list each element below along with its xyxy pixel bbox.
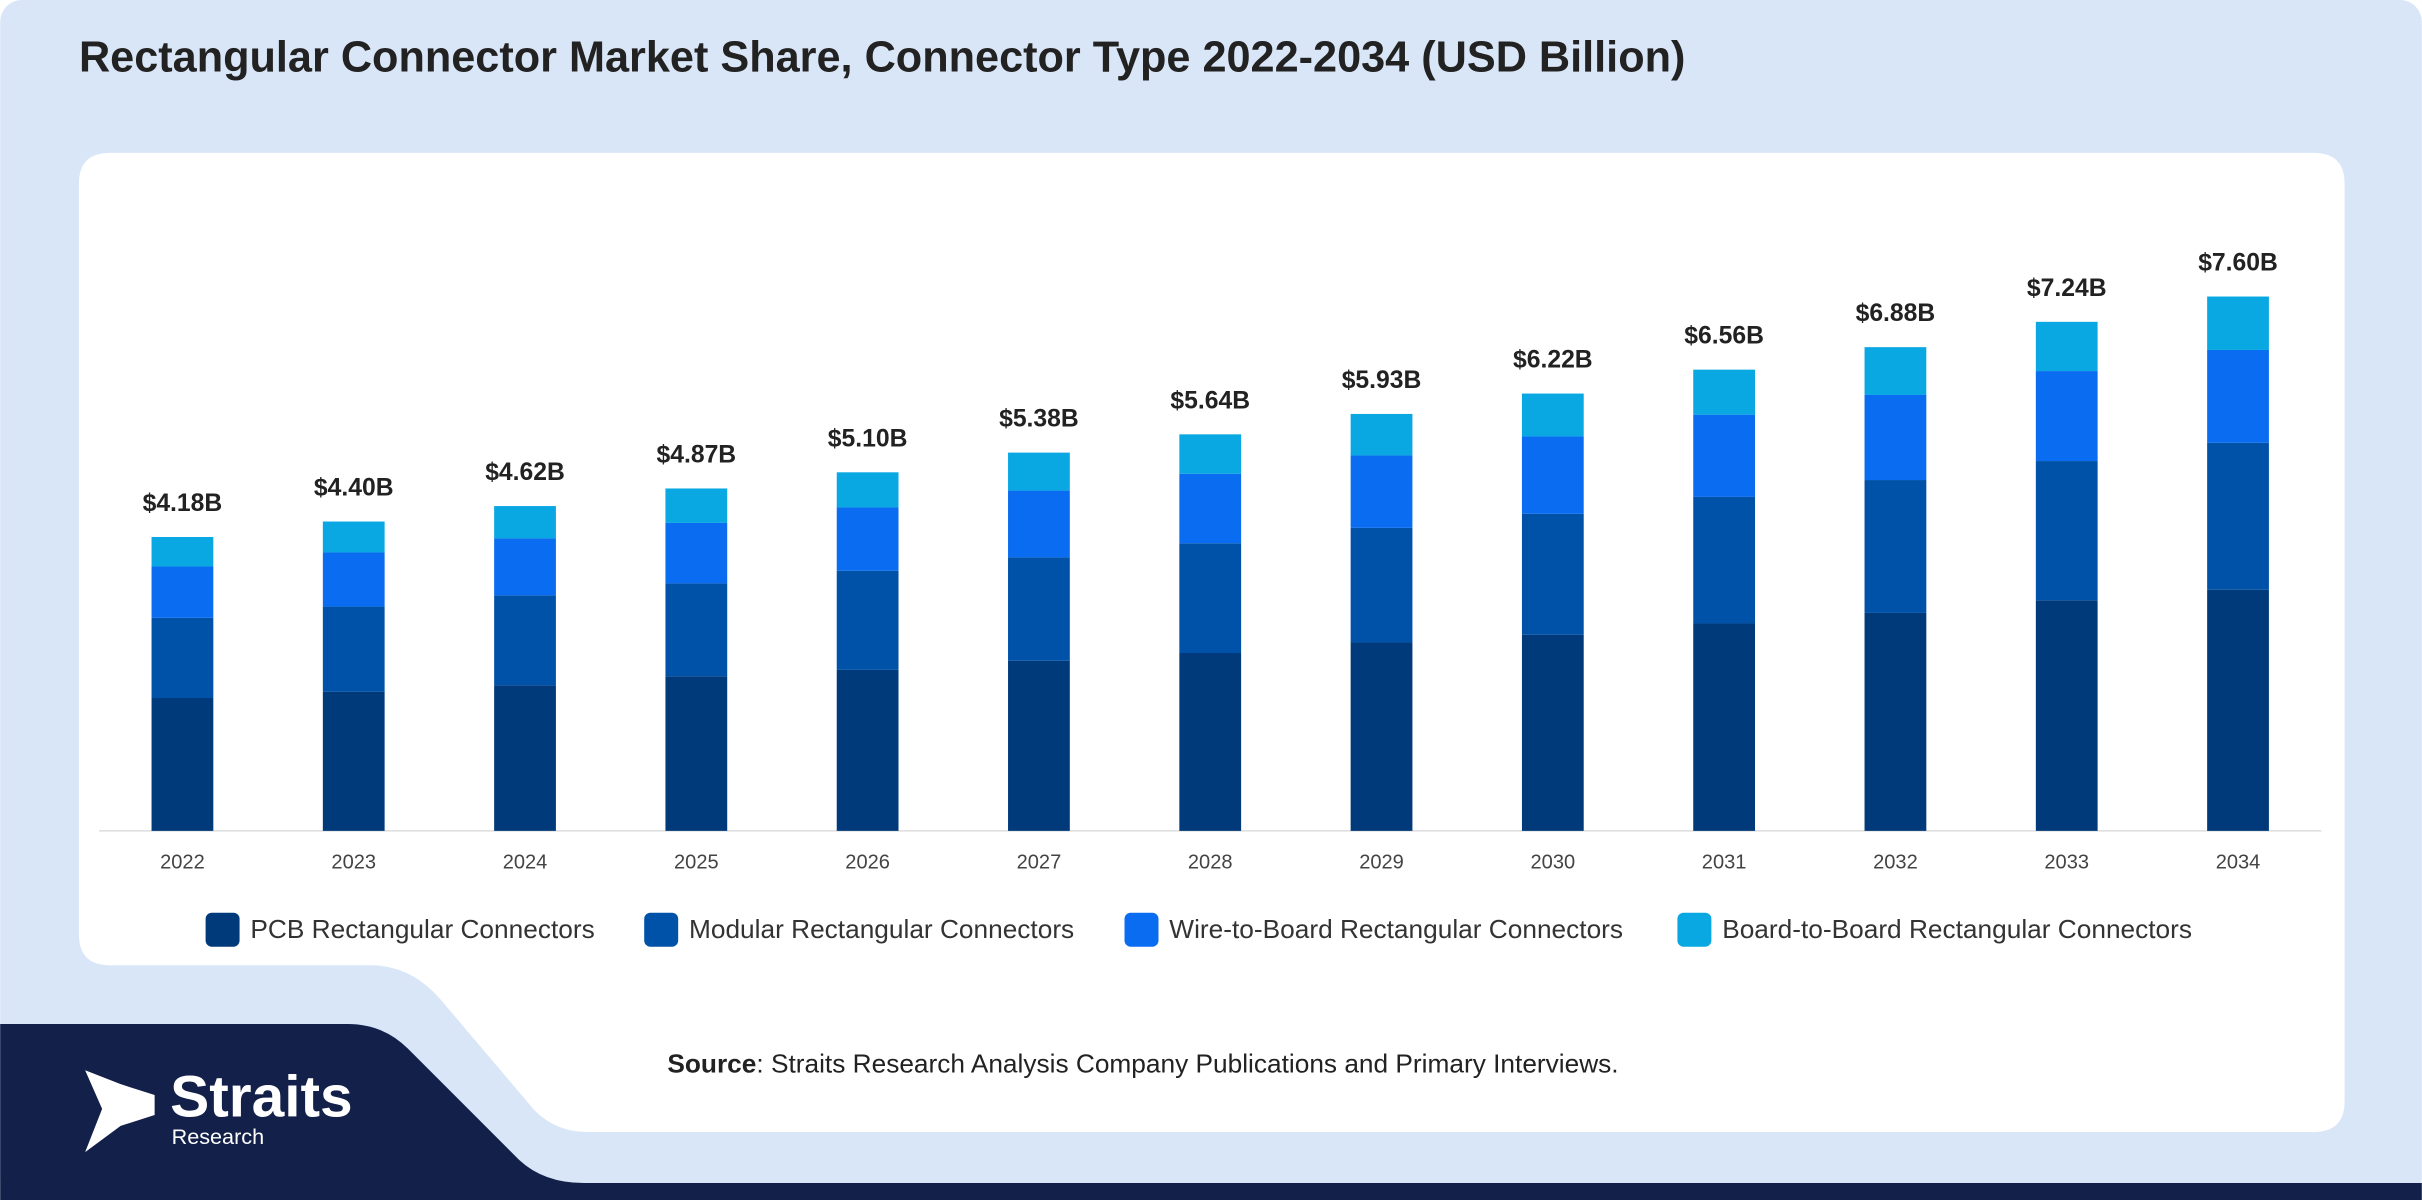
bar-segment bbox=[1864, 480, 1927, 613]
bar-segment bbox=[1350, 455, 1413, 528]
brand-icon bbox=[85, 1070, 155, 1153]
bar-segment bbox=[1179, 653, 1242, 831]
x-tick-label: 2023 bbox=[331, 852, 376, 874]
bar-segment bbox=[1179, 434, 1242, 474]
bar-segment bbox=[322, 521, 385, 553]
legend-swatch bbox=[205, 912, 240, 947]
bar-segment bbox=[836, 507, 899, 571]
bar-segment bbox=[322, 552, 385, 607]
bar-segment bbox=[494, 538, 556, 596]
x-tick-label: 2024 bbox=[503, 852, 548, 874]
bar-segment bbox=[2207, 296, 2269, 350]
bar-segment bbox=[1864, 612, 1927, 831]
legend-label: PCB Rectangular Connectors bbox=[250, 914, 594, 944]
brand-name: Straits bbox=[170, 1065, 353, 1130]
bar-segment bbox=[1350, 642, 1413, 831]
bar-segment bbox=[836, 669, 899, 831]
total-label: $5.64B bbox=[1170, 387, 1250, 414]
total-label: $5.38B bbox=[999, 406, 1079, 433]
bar-segment bbox=[151, 698, 214, 831]
x-tick-label: 2032 bbox=[1873, 852, 1918, 874]
bar-segment bbox=[494, 595, 556, 686]
source: Source: Straits Research Analysis Compan… bbox=[667, 1049, 1618, 1079]
bar-segment bbox=[665, 676, 728, 831]
bar-segment bbox=[665, 583, 728, 677]
legend-swatch bbox=[1677, 912, 1712, 947]
bar-segment bbox=[2207, 589, 2269, 831]
bar-segment bbox=[494, 685, 556, 831]
x-tick-label: 2026 bbox=[845, 852, 890, 874]
legend-swatch bbox=[1124, 912, 1159, 947]
total-label: $4.62B bbox=[485, 459, 565, 486]
bar-segment bbox=[2035, 600, 2098, 831]
source-label: Source bbox=[667, 1049, 756, 1079]
chart-title: Rectangular Connector Market Share, Conn… bbox=[79, 34, 1685, 82]
bar-segment bbox=[836, 570, 899, 670]
total-label: $6.56B bbox=[1684, 323, 1764, 350]
bar-segment bbox=[1521, 634, 1584, 831]
bar-segment bbox=[2035, 321, 2098, 372]
x-tick-label: 2034 bbox=[2216, 852, 2261, 874]
brand-sub: Research bbox=[172, 1124, 264, 1149]
x-tick-label: 2029 bbox=[1359, 852, 1404, 874]
x-tick-label: 2027 bbox=[1017, 852, 1062, 874]
source-text: : Straits Research Analysis Company Publ… bbox=[756, 1049, 1618, 1079]
legend-label: Modular Rectangular Connectors bbox=[689, 914, 1074, 944]
bar-segment bbox=[1008, 557, 1070, 661]
bar-segment bbox=[1521, 436, 1584, 514]
bar-segment bbox=[2035, 461, 2098, 601]
x-tick-label: 2022 bbox=[160, 852, 205, 874]
bar-segment bbox=[322, 691, 385, 831]
x-tick-label: 2028 bbox=[1188, 852, 1233, 874]
bar-segment bbox=[1008, 490, 1070, 558]
legend-label: Board-to-Board Rectangular Connectors bbox=[1722, 914, 2192, 944]
total-label: $5.93B bbox=[1342, 367, 1422, 394]
bar-segment bbox=[1693, 414, 1756, 497]
bar-segment bbox=[2207, 349, 2269, 443]
bar-segment bbox=[1864, 394, 1927, 481]
bar-segment bbox=[1693, 623, 1756, 831]
legend-label: Wire-to-Board Rectangular Connectors bbox=[1169, 914, 1623, 944]
total-label: $6.22B bbox=[1513, 347, 1593, 374]
x-tick-label: 2033 bbox=[2044, 852, 2089, 874]
bar-segment bbox=[1350, 413, 1413, 456]
total-label: $4.40B bbox=[314, 475, 394, 502]
bar-segment bbox=[1693, 369, 1756, 415]
total-label: $7.60B bbox=[2198, 250, 2278, 277]
bar-segment bbox=[1864, 347, 1927, 395]
total-label: $7.24B bbox=[2027, 275, 2107, 302]
bar-segment bbox=[665, 488, 728, 523]
bar-segment bbox=[1350, 527, 1413, 643]
bar-segment bbox=[1008, 660, 1070, 831]
bar-segment bbox=[151, 536, 214, 567]
x-tick-label: 2025 bbox=[674, 852, 719, 874]
bar-segment bbox=[665, 522, 728, 584]
brand-band bbox=[0, 1023, 2422, 1200]
total-label: $4.87B bbox=[656, 442, 736, 469]
bar-segment bbox=[494, 506, 556, 539]
bar-segment bbox=[151, 617, 214, 699]
x-tick-label: 2031 bbox=[1702, 852, 1747, 874]
bar-segment bbox=[1521, 513, 1584, 635]
total-label: $4.18B bbox=[143, 490, 223, 517]
bar-segment bbox=[1008, 452, 1070, 491]
bar-segment bbox=[2207, 442, 2269, 590]
total-label: $6.88B bbox=[1856, 300, 1936, 327]
x-tick-label: 2030 bbox=[1531, 852, 1576, 874]
bar-segment bbox=[322, 606, 385, 692]
bar-segment bbox=[151, 566, 214, 618]
bar-segment bbox=[1693, 496, 1756, 624]
bar-segment bbox=[1179, 473, 1242, 544]
total-label: $5.10B bbox=[828, 425, 908, 452]
bar-segment bbox=[836, 472, 899, 508]
legend-swatch bbox=[644, 912, 679, 947]
bar-segment bbox=[1521, 393, 1584, 437]
bar-segment bbox=[2035, 371, 2098, 462]
bar-segment bbox=[1179, 543, 1242, 654]
